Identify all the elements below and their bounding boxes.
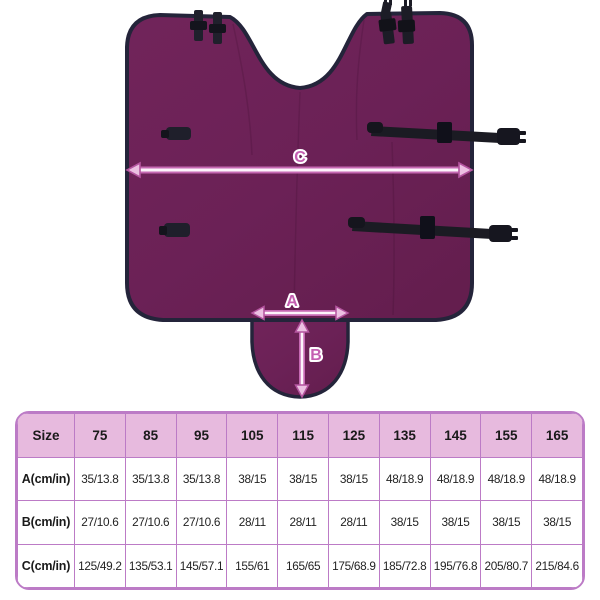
strap-end bbox=[367, 122, 383, 133]
strap-prong bbox=[404, 0, 407, 7]
clip-icon bbox=[166, 127, 191, 140]
size-value-cell: 28/11 bbox=[327, 500, 380, 545]
size-value-cell: 215/84.6 bbox=[531, 543, 583, 588]
size-value-cell: 48/18.9 bbox=[429, 456, 482, 501]
size-table-grid: Size 75 85 95 105 115 125 135 145 155 165 A(cm/in) 3… bbox=[17, 413, 583, 588]
clip-icon bbox=[159, 226, 167, 235]
strap-adjuster bbox=[420, 216, 435, 239]
size-table: Size 75 85 95 105 115 125 135 145 155 165 A(cm/in) 3… bbox=[15, 411, 585, 590]
size-value-cell: 195/76.8 bbox=[429, 543, 482, 588]
size-value-cell: 185/72.8 bbox=[378, 543, 431, 588]
strap bbox=[371, 126, 500, 143]
size-value-cell: 27/10.6 bbox=[124, 500, 177, 545]
buckle-icon bbox=[378, 18, 397, 32]
size-value-cell: 38/15 bbox=[480, 500, 533, 545]
buckle-prong bbox=[511, 228, 518, 232]
arrowhead-left-icon bbox=[125, 161, 141, 179]
size-value-cell: 175/68.9 bbox=[327, 543, 380, 588]
size-corner-header: Size bbox=[17, 413, 75, 458]
strap-adjuster bbox=[437, 122, 452, 143]
right-side-straps bbox=[348, 122, 526, 242]
table-row: B(cm/in) 27/10.6 27/10.6 27/10.6 28/11 28/11 2… bbox=[17, 500, 583, 545]
size-value-cell: 27/10.6 bbox=[175, 500, 228, 545]
size-value-cell: 48/18.9 bbox=[531, 456, 583, 501]
size-value-cell: 38/15 bbox=[226, 456, 279, 501]
size-value-cell: 28/11 bbox=[226, 500, 279, 545]
size-value-cell: 35/13.8 bbox=[175, 456, 228, 501]
size-value-cell: 35/13.8 bbox=[74, 456, 126, 501]
strap-prong bbox=[384, 0, 387, 6]
size-value-cell: 38/15 bbox=[429, 500, 482, 545]
dimension-label-a: A bbox=[286, 293, 298, 310]
product-diagram: C A B bbox=[125, 0, 526, 399]
buckle-icon bbox=[497, 128, 520, 145]
size-value-cell: 165/65 bbox=[277, 543, 329, 588]
size-value-cell: 205/80.7 bbox=[480, 543, 533, 588]
strap-prong bbox=[389, 0, 392, 5]
size-col-header: 155 bbox=[480, 413, 533, 458]
table-row: A(cm/in) 35/13.8 35/13.8 35/13.8 38/15 38/15 3… bbox=[17, 456, 583, 501]
row-label: C(cm/in) bbox=[17, 543, 75, 588]
size-value-cell: 38/15 bbox=[378, 500, 431, 545]
size-col-header: 95 bbox=[175, 413, 228, 458]
size-value-cell: 28/11 bbox=[277, 500, 329, 545]
clip-icon bbox=[209, 24, 226, 33]
size-value-cell: 155/61 bbox=[226, 543, 279, 588]
size-value-cell: 48/18.9 bbox=[378, 456, 431, 501]
buckle-icon bbox=[397, 19, 416, 33]
size-value-cell: 38/15 bbox=[327, 456, 380, 501]
size-value-cell: 145/57.1 bbox=[175, 543, 228, 588]
size-col-header: 145 bbox=[429, 413, 482, 458]
dimension-arrow-c bbox=[125, 161, 474, 179]
size-value-cell: 125/49.2 bbox=[74, 543, 126, 588]
table-header-row: Size 75 85 95 105 115 125 135 145 155 165 bbox=[17, 413, 583, 458]
arrowhead-left-icon bbox=[250, 305, 265, 321]
dimension-arrow-b bbox=[294, 318, 310, 399]
arrowhead-down-icon bbox=[294, 384, 310, 399]
row-label: B(cm/in) bbox=[17, 500, 75, 545]
strap-prong bbox=[409, 0, 412, 6]
size-value-cell: 27/10.6 bbox=[74, 500, 126, 545]
size-col-header: 135 bbox=[378, 413, 431, 458]
clip-icon bbox=[161, 130, 169, 138]
size-col-header: 125 bbox=[327, 413, 380, 458]
size-value-cell: 38/15 bbox=[531, 500, 583, 545]
buckle-prong bbox=[511, 236, 518, 240]
clip-icon bbox=[164, 223, 190, 237]
size-col-header: 165 bbox=[531, 413, 583, 458]
buckle-prong bbox=[519, 139, 526, 143]
arrowhead-up-icon bbox=[294, 318, 310, 333]
row-label: A(cm/in) bbox=[17, 456, 75, 501]
arrowhead-right-icon bbox=[335, 305, 350, 321]
top-left-strap-clips bbox=[190, 10, 226, 44]
table-row: C(cm/in) 125/49.2 135/53.1 145/57.1 155/61 16… bbox=[17, 543, 583, 588]
left-side-clips bbox=[159, 127, 191, 237]
clip-icon bbox=[190, 21, 207, 30]
dimension-label-c: C bbox=[294, 149, 306, 166]
top-right-strap-buckles bbox=[378, 0, 416, 45]
size-col-header: 115 bbox=[277, 413, 329, 458]
dimension-label-b: B bbox=[310, 347, 322, 364]
buckle-prong bbox=[519, 131, 526, 135]
size-value-cell: 38/15 bbox=[277, 456, 329, 501]
size-col-header: 105 bbox=[226, 413, 279, 458]
size-col-header: 85 bbox=[124, 413, 177, 458]
size-col-header: 75 bbox=[74, 413, 126, 458]
buckle-icon bbox=[489, 225, 512, 242]
dimension-arrow-a bbox=[250, 305, 350, 321]
size-value-cell: 48/18.9 bbox=[480, 456, 533, 501]
arrowhead-right-icon bbox=[458, 161, 474, 179]
size-value-cell: 135/53.1 bbox=[124, 543, 177, 588]
strap-end bbox=[348, 217, 365, 228]
size-value-cell: 35/13.8 bbox=[124, 456, 177, 501]
